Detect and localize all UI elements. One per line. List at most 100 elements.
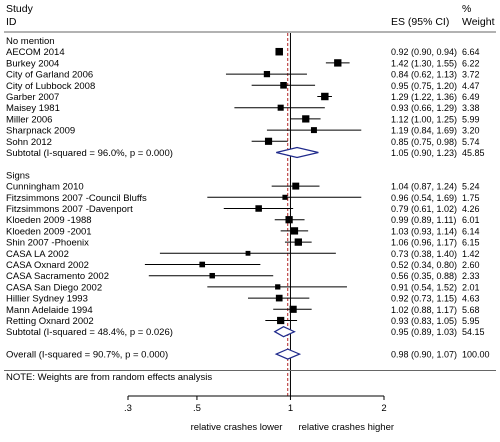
weight-text: 6.64 [462, 47, 480, 57]
x-tick-label: 2 [381, 403, 386, 414]
effect-size-marker [310, 127, 317, 134]
weight-text: 6.14 [462, 226, 480, 236]
effect-size-ci-text: 0.92 (0.90, 0.94) [391, 47, 457, 57]
study-label: Fitzsimmons 2007 -Davenport [6, 204, 133, 215]
header-weight: Weight [462, 16, 495, 28]
effect-size-ci-text: 0.93 (0.83, 1.05) [391, 316, 457, 326]
weight-text: 2.60 [462, 260, 480, 270]
weight-text: 4.47 [462, 81, 480, 91]
study-label: City of Garland 2006 [6, 70, 93, 81]
effect-size-ci-text: 0.95 (0.75, 1.20) [391, 81, 457, 91]
overall-diamond [274, 348, 302, 360]
weight-text: 5.68 [462, 305, 480, 315]
study-label: CASA San Diego 2002 [6, 282, 102, 293]
weight-text: 2.33 [462, 271, 480, 281]
effect-size-marker [264, 137, 273, 145]
effect-size-ci-text: 0.96 (0.54, 1.69) [391, 193, 457, 203]
weight-text: 1.42 [462, 249, 480, 259]
header-es-ci: ES (95% CI) [391, 16, 449, 28]
weight-text: 54.15 [462, 327, 485, 337]
weight-text: 1.75 [462, 193, 480, 203]
weight-text: 6.01 [462, 215, 480, 225]
effect-size-ci-text: 1.19 (0.84, 1.69) [391, 126, 457, 136]
subtotal-diamond [276, 146, 319, 159]
effect-size-ci-text: 1.03 (0.93, 1.14) [391, 226, 457, 236]
study-label: Mann Adelaide 1994 [6, 305, 93, 316]
study-label: Cunningham 2010 [6, 182, 84, 193]
weight-text: 5.24 [462, 182, 480, 192]
subtotal-label: Subtotal (I-squared = 96.0%, p = 0.000) [6, 148, 173, 159]
study-label: Fitzsimmons 2007 -Council Bluffs [6, 193, 147, 204]
subtotal-label: Subtotal (I-squared = 48.4%, p = 0.026) [6, 327, 173, 338]
study-label: Miller 2006 [6, 114, 52, 125]
effect-size-marker [209, 272, 215, 279]
effect-size-marker [280, 81, 287, 89]
effect-size-ci-text: 0.99 (0.89, 1.11) [391, 215, 456, 225]
header-percent: % [462, 3, 471, 15]
effect-size-marker [277, 104, 284, 111]
study-label: Shin 2007 -Phoenix [6, 238, 89, 249]
effect-size-ci-text: 0.84 (0.62, 1.13) [391, 70, 457, 80]
group-heading: Signs [6, 170, 30, 181]
study-label: CASA Oxnard 2002 [6, 260, 89, 271]
weight-text: 5.99 [462, 114, 480, 124]
effect-size-ci-text: 1.05 (0.90, 1.23) [391, 148, 457, 158]
weight-text: 3.20 [462, 126, 480, 136]
study-label: Burkey 2004 [6, 58, 59, 69]
effect-size-ci-text: 0.79 (0.61, 1.02) [391, 204, 457, 214]
effect-size-ci-text: 1.29 (1.22, 1.36) [391, 92, 457, 102]
effect-size-marker [294, 238, 302, 246]
effect-size-marker [245, 250, 251, 256]
study-label: Retting Oxnard 2002 [6, 316, 94, 327]
x-tick-label: .5 [193, 403, 201, 414]
x-caption-lower: relative crashes lower [191, 422, 283, 433]
effect-size-marker [263, 70, 271, 78]
effect-size-marker [334, 59, 342, 67]
weight-text: 6.49 [462, 92, 480, 102]
header: Study ID ES (95% CI) % Weight [6, 3, 495, 28]
weight-text: 4.63 [462, 294, 480, 304]
effect-size-ci-text: 0.91 (0.54, 1.52) [391, 282, 457, 292]
weight-text: 4.26 [462, 204, 480, 214]
overall-label: Overall (I-squared = 90.7%, p = 0.000) [6, 350, 168, 361]
x-axis: .3 .5 1 2 relative crashes lower relative cra… [124, 395, 394, 433]
effect-size-ci-text: 0.95 (0.89, 1.03) [391, 327, 457, 337]
effect-size-ci-text: 0.73 (0.38, 1.40) [391, 249, 457, 259]
effect-size-marker [255, 205, 262, 212]
study-label: Kloeden 2009 -2001 [6, 226, 92, 237]
study-label: Maisey 1981 [6, 103, 60, 114]
effect-size-marker [275, 294, 283, 302]
weight-text: 2.01 [462, 282, 480, 292]
effect-size-marker [277, 316, 285, 325]
weight-text: 3.38 [462, 103, 480, 113]
x-tick-label: 1 [288, 403, 293, 414]
weight-text: 5.95 [462, 316, 480, 326]
study-label: CASA Sacramento 2002 [6, 271, 109, 282]
weight-text: 3.72 [462, 70, 480, 80]
effect-size-marker [199, 261, 206, 268]
effect-size-marker [321, 92, 329, 101]
study-label: City of Lubbock 2008 [6, 81, 95, 92]
effect-size-ci-text: 0.98 (0.90, 1.07) [391, 350, 457, 360]
effect-size-marker [275, 284, 281, 290]
header-study: Study [6, 3, 34, 15]
effect-size-ci-text: 0.93 (0.66, 1.29) [391, 103, 457, 113]
weight-text: 100.00 [462, 350, 490, 360]
effect-size-marker [282, 194, 288, 200]
header-id: ID [6, 16, 17, 28]
effect-size-marker [289, 305, 297, 313]
effect-size-marker [302, 115, 310, 123]
effect-size-marker [275, 47, 283, 56]
effect-size-ci-text: 1.02 (0.88, 1.17) [391, 305, 457, 315]
study-label: Kloeden 2009 -1988 [6, 215, 92, 226]
study-label: CASA LA 2002 [6, 249, 69, 260]
effect-size-ci-text: 0.56 (0.35, 0.88) [391, 271, 457, 281]
effect-size-marker [290, 227, 299, 235]
study-label: Sharpnack 2009 [6, 126, 75, 137]
x-caption-higher: relative crashes higher [298, 422, 394, 433]
effect-size-ci-text: 0.92 (0.73, 1.15) [391, 294, 457, 304]
effect-size-ci-text: 1.42 (1.30, 1.55) [391, 58, 457, 68]
study-label: Sohn 2012 [6, 137, 52, 148]
